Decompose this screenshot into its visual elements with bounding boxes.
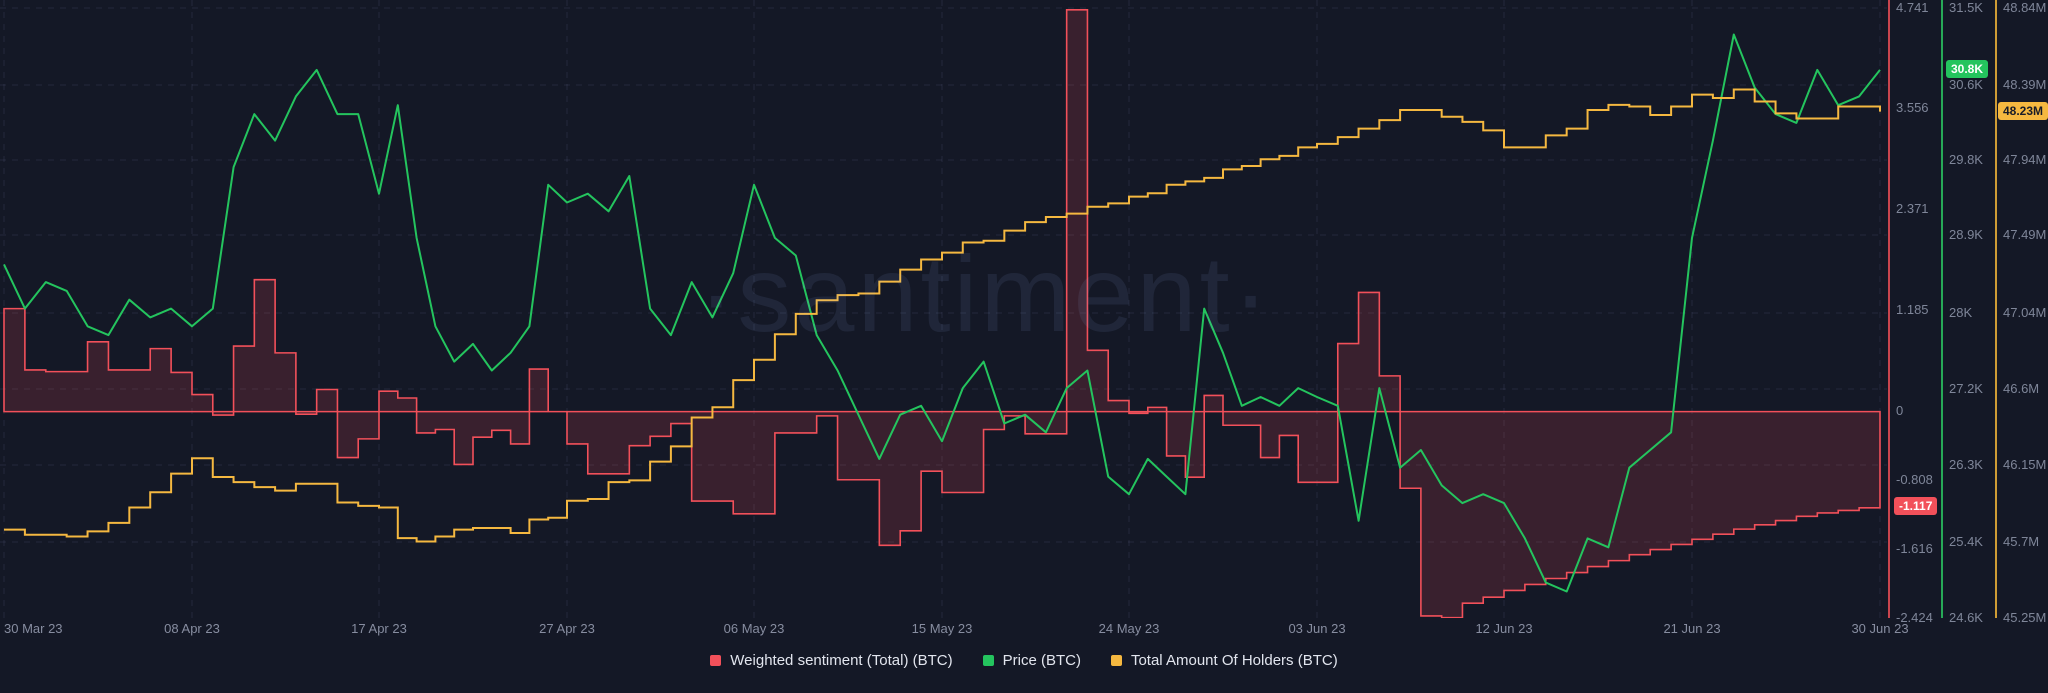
holders-axis-tick-label: 46.6M xyxy=(2003,381,2040,396)
price-axis-tick-label: 29.8K xyxy=(1949,152,1983,167)
holders-axis-tick-label: 47.49M xyxy=(2003,227,2047,242)
holders-axis-tick-label: 48.84M xyxy=(2003,0,2047,15)
legend-label: Price (BTC) xyxy=(1002,652,1081,669)
date-tick-label: 24 May 23 xyxy=(1098,621,1160,636)
price-swatch-icon xyxy=(982,655,994,666)
sentiment-axis-tick-label: 1.185 xyxy=(1896,302,1929,317)
holders-axis-tick-label: 48.39M xyxy=(2003,77,2047,92)
sentiment-axis-tick-label: -0.808 xyxy=(1896,472,1933,487)
date-tick-label: 12 Jun 23 xyxy=(1475,621,1533,636)
sentiment-last-value-badge: -1.117 xyxy=(1894,496,1938,515)
date-tick-label: 08 Apr 23 xyxy=(164,621,220,636)
price-axis-tick-label: 26.3K xyxy=(1949,457,1983,472)
sentiment-swatch-icon xyxy=(710,655,722,666)
holders-axis-tick-label: 47.94M xyxy=(2003,152,2047,167)
holders-last-value-badge: 48.23M xyxy=(1998,101,2048,120)
date-tick-label: 03 Jun 23 xyxy=(1288,621,1346,636)
legend: Weighted sentiment (Total) (BTC) Price (… xyxy=(0,652,2048,669)
holders-swatch-icon xyxy=(1110,655,1122,666)
sentiment-axis-tick-label: 0 xyxy=(1896,403,1904,418)
holders-axis-tick-label: 47.04M xyxy=(2003,305,2047,320)
sentiment-axis-tick-label: 3.556 xyxy=(1896,100,1929,115)
chart-plot-area[interactable] xyxy=(0,0,2048,618)
sentiment-axis-tick-label: -1.616 xyxy=(1896,541,1933,556)
holders-axis-tick-label: 45.7M xyxy=(2003,534,2040,549)
price-axis-tick-label: 24.6K xyxy=(1949,610,1983,625)
legend-label: Total Amount Of Holders (BTC) xyxy=(1130,652,1338,669)
sentiment-axis-tick-label: -2.424 xyxy=(1896,610,1933,625)
price-axis-tick-label: 27.2K xyxy=(1949,381,1983,396)
price-last-value-badge: 30.8K xyxy=(1946,59,1989,78)
price-axis-tick-label: 31.5K xyxy=(1949,0,1983,15)
legend-item-weighted-sentiment[interactable]: Weighted sentiment (Total) (BTC) xyxy=(710,652,953,669)
price-axis-tick-label: 28K xyxy=(1949,305,1973,320)
sentiment-axis-tick-label: 4.741 xyxy=(1896,0,1929,15)
date-tick-label: 27 Apr 23 xyxy=(539,621,595,636)
legend-item-price[interactable]: Price (BTC) xyxy=(982,652,1081,669)
legend-item-holders[interactable]: Total Amount Of Holders (BTC) xyxy=(1110,652,1338,669)
price-axis-tick-label: 25.4K xyxy=(1949,534,1983,549)
date-tick-label: 30 Mar 23 xyxy=(4,621,63,636)
date-tick-label: 15 May 23 xyxy=(911,621,973,636)
date-tick-label: 06 May 23 xyxy=(723,621,785,636)
date-tick-label: 17 Apr 23 xyxy=(351,621,407,636)
holders-axis-tick-label: 46.15M xyxy=(2003,457,2047,472)
sentiment-axis-tick-label: 2.371 xyxy=(1896,201,1929,216)
date-tick-label: 30 Jun 23 xyxy=(1851,621,1909,636)
holders-axis-tick-label: 45.25M xyxy=(2003,610,2047,625)
price-axis-tick-label: 30.6K xyxy=(1949,77,1983,92)
price-axis-tick-label: 28.9K xyxy=(1949,227,1983,242)
date-tick-label: 21 Jun 23 xyxy=(1663,621,1721,636)
legend-label: Weighted sentiment (Total) (BTC) xyxy=(730,652,953,669)
